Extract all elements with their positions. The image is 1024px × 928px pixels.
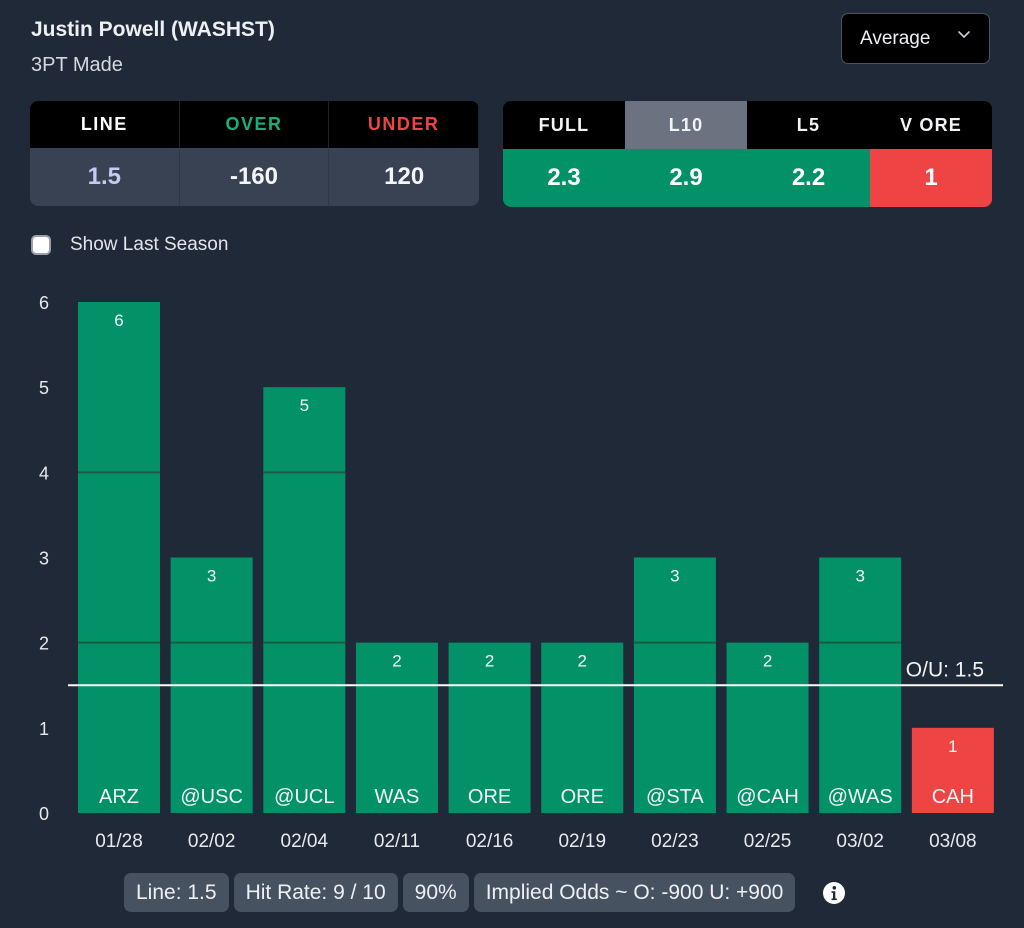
tab-vs-opponent[interactable]: V ORE [870, 101, 992, 149]
bar-opponent-label: @WAS [828, 786, 893, 808]
avg-value-full: 2.3 [503, 149, 625, 207]
bar-value-label: 1 [948, 737, 957, 756]
over-under-label: O/U: 1.5 [906, 658, 984, 681]
bar-opponent-label: CAH [932, 786, 974, 808]
show-last-season-label: Show Last Season [70, 234, 229, 255]
bar-chart: 0 1 2 3 4 5 6 6 ARZ 01/28 3 @USC 02/02 5 @UCL 02/04 2 WAS… [39, 293, 1003, 852]
implied-odds-pill: Implied Odds ~ O: -900 U: +900 [473, 873, 796, 912]
bar-value-label: 3 [670, 567, 679, 586]
x-tick-label: 02/23 [651, 831, 699, 852]
y-tick-label: 2 [39, 634, 49, 654]
bar-value-label: 6 [114, 311, 123, 330]
dropdown-value: Average [860, 27, 931, 49]
odds-header-under: UNDER [329, 101, 479, 148]
bar-value-label: 2 [763, 652, 772, 671]
bar [263, 387, 346, 813]
tab-l10[interactable]: L10 [625, 101, 747, 149]
bar-value-label: 3 [207, 567, 216, 586]
odds-value-under: 120 [329, 148, 479, 206]
bar-opponent-label: @UCL [274, 786, 334, 808]
tab-full[interactable]: FULL [503, 101, 625, 149]
y-tick-label: 4 [39, 463, 49, 483]
y-tick-label: 5 [39, 378, 49, 398]
show-last-season-checkbox[interactable] [31, 235, 51, 255]
x-tick-label: 02/25 [744, 831, 792, 852]
y-tick-label: 1 [39, 719, 49, 739]
avg-value-l5: 2.2 [747, 149, 870, 207]
odds-table: LINE OVER UNDER 1.5 -160 120 [30, 101, 479, 206]
odds-header-line: LINE [30, 101, 180, 148]
bar [78, 302, 160, 813]
x-tick-label: 02/11 [374, 831, 420, 852]
odds-value-over: -160 [179, 148, 330, 206]
bar [726, 642, 809, 813]
bar-value-label: 2 [485, 652, 494, 671]
hit-percent-pill: 90% [402, 873, 469, 912]
y-tick-label: 0 [39, 804, 49, 824]
odds-header-over: OVER [179, 101, 330, 148]
average-dropdown[interactable]: Average [841, 13, 990, 64]
bar-value-label: 2 [578, 652, 587, 671]
tab-l5[interactable]: L5 [747, 101, 870, 149]
bar [541, 642, 624, 813]
chevron-down-icon [958, 31, 970, 38]
player-title: Justin Powell (WASHST) [31, 18, 275, 41]
line-pill: Line: 1.5 [124, 873, 229, 912]
bar [355, 642, 438, 813]
bar-opponent-label: ORE [468, 786, 511, 808]
x-tick-label: 02/02 [188, 831, 236, 852]
bar-opponent-label: ARZ [99, 786, 139, 808]
avg-value-vs-opponent: 1 [870, 149, 992, 207]
x-tick-label: 03/02 [836, 831, 884, 852]
summary-bar: Line: 1.5 Hit Rate: 9 / 10 90% Implied O… [124, 873, 846, 912]
avg-value-l10: 2.9 [625, 149, 747, 207]
bar-opponent-label: @CAH [736, 786, 799, 808]
y-tick-label: 3 [39, 549, 49, 569]
bar-opponent-label: @STA [646, 786, 704, 808]
x-tick-label: 02/19 [558, 831, 606, 852]
bar-opponent-label: @USC [180, 786, 243, 808]
x-tick-label: 03/08 [929, 831, 977, 852]
info-icon[interactable] [822, 881, 846, 905]
x-tick-label: 01/28 [95, 831, 143, 852]
stat-subtitle: 3PT Made [31, 54, 123, 76]
bar [911, 727, 994, 813]
averages-table: FULL L10 L5 V ORE 2.3 2.9 2.2 1 [503, 101, 992, 207]
bar-opponent-label: ORE [561, 786, 604, 808]
bar-opponent-label: WAS [375, 786, 420, 808]
hit-rate-pill: Hit Rate: 9 / 10 [233, 873, 398, 912]
x-tick-label: 02/16 [466, 831, 514, 852]
y-tick-label: 6 [39, 293, 49, 313]
bar-value-label: 5 [300, 396, 309, 415]
bar [448, 642, 531, 813]
bar-value-label: 2 [392, 652, 401, 671]
bar-value-label: 3 [855, 567, 864, 586]
odds-value-line: 1.5 [30, 148, 180, 206]
show-last-season-toggle[interactable]: Show Last Season [31, 234, 228, 256]
x-tick-label: 02/04 [281, 831, 329, 852]
